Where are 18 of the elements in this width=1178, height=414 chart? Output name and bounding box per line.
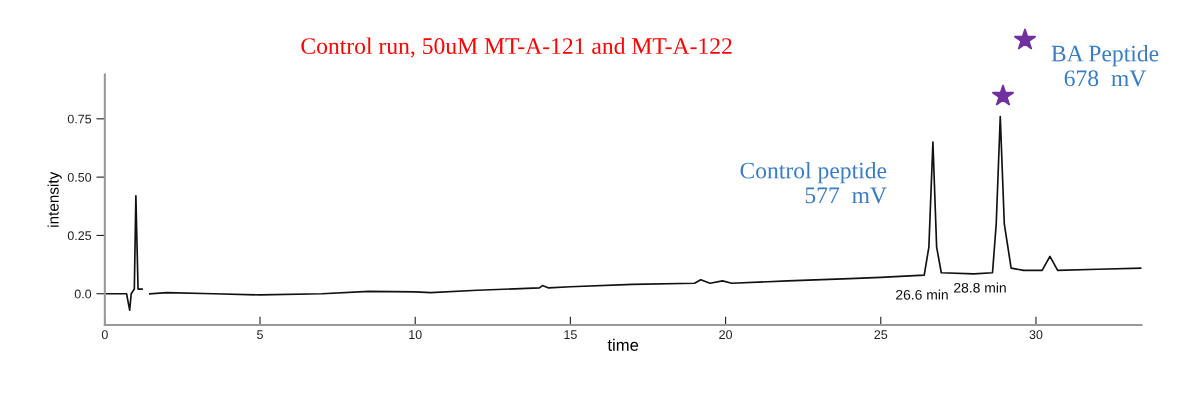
x-tick-label: 10 — [409, 330, 422, 340]
y-tick-label: 0.50 — [67, 172, 92, 182]
x-tick-label: 5 — [257, 330, 263, 340]
x-tick-label: 20 — [719, 330, 733, 340]
x-axis-title: time — [607, 338, 639, 351]
annotation: 26.6 min — [896, 289, 948, 300]
x-tick-label: 15 — [564, 330, 577, 340]
annotation: 28.8 min — [954, 282, 1006, 293]
annotation: BA Peptide 678 mV — [1051, 44, 1159, 87]
x-tick-label: 25 — [874, 330, 888, 340]
y-axis-title: intensity — [47, 171, 62, 227]
x-tick-label: 0 — [101, 330, 108, 340]
chart-title: Control run, 50uM MT-A-121 and MT-A-122 — [301, 37, 732, 58]
annotation: Control peptide 577 mV — [740, 161, 887, 204]
y-tick-label: 0.0 — [74, 289, 92, 299]
y-tick-label: 0.25 — [67, 231, 92, 241]
x-tick-label: 30 — [1029, 330, 1043, 340]
y-tick-label: 0.75 — [67, 114, 92, 124]
